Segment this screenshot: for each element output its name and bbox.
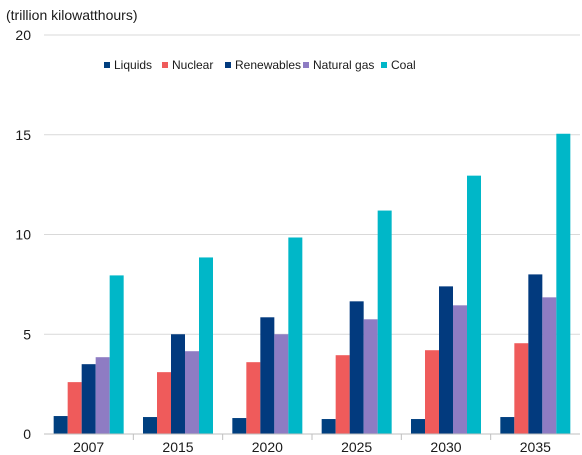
y-tick-label: 5 <box>23 326 31 342</box>
x-tick-label: 2020 <box>252 439 283 455</box>
bar-coal-2015 <box>199 257 213 434</box>
bar-coal-2025 <box>377 210 392 434</box>
x-tick-label: 2025 <box>341 439 372 455</box>
bar-renewables-2025 <box>349 301 364 434</box>
y-tick-label: 20 <box>15 27 31 43</box>
y-tick-label: 10 <box>15 227 31 243</box>
y-tick-label: 15 <box>15 127 31 143</box>
bar-liquids-2035 <box>500 417 515 434</box>
legend-swatch <box>303 62 309 68</box>
x-tick-label: 2015 <box>162 439 193 455</box>
bar-liquids-2015 <box>143 417 157 434</box>
legend-item-renewables: Renewables <box>225 58 301 72</box>
bar-coal-2020 <box>288 237 303 434</box>
legend: Liquids Nuclear Renewables Natural gas Coal <box>104 58 416 72</box>
bar-nuclear-2025 <box>335 355 350 434</box>
x-axis-tick-labels: 2007 2015 2020 2025 2030 2035 <box>73 439 551 455</box>
bar-liquids-2020 <box>232 418 247 434</box>
bar-nuclear-2020 <box>246 362 261 434</box>
legend-swatch <box>104 62 110 68</box>
legend-label: Coal <box>391 58 416 72</box>
y-axis-tick-labels: 0 5 10 15 20 <box>15 27 31 442</box>
bar-renewables-2015 <box>171 334 185 434</box>
legend-swatch <box>225 62 231 68</box>
legend-item-nuclear: Nuclear <box>162 58 213 72</box>
bar-natural-gas-2020 <box>274 334 289 434</box>
legend-label: Natural gas <box>313 58 374 72</box>
y-tick-label: 0 <box>23 426 31 442</box>
bar-nuclear-2007 <box>67 382 82 434</box>
bar-coal-2035 <box>556 133 571 434</box>
gridlines <box>44 34 580 335</box>
legend-label: Nuclear <box>172 58 213 72</box>
bar-coal-2007 <box>109 275 124 434</box>
bar-renewables-2030 <box>439 286 453 434</box>
bar-nuclear-2030 <box>425 350 439 434</box>
bar-liquids-2007 <box>53 416 68 434</box>
x-tick-label: 2035 <box>520 439 551 455</box>
bar-natural-gas-2035 <box>542 297 557 434</box>
bar-renewables-2020 <box>260 317 275 434</box>
bar-natural-gas-2030 <box>453 305 467 434</box>
bar-natural-gas-2015 <box>185 351 199 434</box>
bar-renewables-2035 <box>528 274 543 434</box>
x-axis <box>44 433 580 440</box>
legend-swatch <box>381 62 387 68</box>
legend-swatch <box>162 62 168 68</box>
bar-coal-2030 <box>467 175 481 434</box>
legend-item-coal: Coal <box>381 58 416 72</box>
legend-label: Renewables <box>235 58 301 72</box>
legend-item-natural-gas: Natural gas <box>303 58 374 72</box>
bar-nuclear-2015 <box>157 372 171 434</box>
bar-natural-gas-2007 <box>95 357 110 434</box>
bar-natural-gas-2025 <box>363 319 378 434</box>
legend-item-liquids: Liquids <box>104 58 152 72</box>
bar-nuclear-2035 <box>514 343 529 434</box>
bar-liquids-2030 <box>411 419 425 434</box>
bar-renewables-2007 <box>81 364 96 434</box>
x-tick-label: 2007 <box>73 439 104 455</box>
legend-label: Liquids <box>114 58 152 72</box>
unit-label: (trillion kilowatthours) <box>6 7 137 23</box>
bar-liquids-2025 <box>321 419 336 434</box>
x-tick-label: 2030 <box>430 439 461 455</box>
bars <box>53 133 571 434</box>
